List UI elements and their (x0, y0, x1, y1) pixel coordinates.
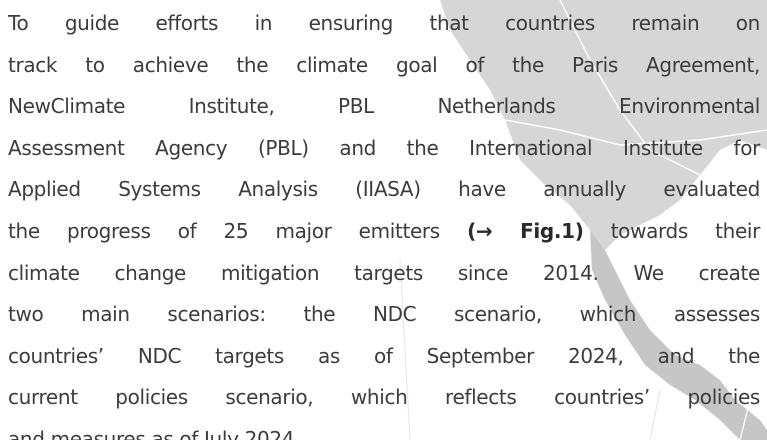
text-line: and measures as of July 2024. (8, 420, 760, 440)
text-line: Assessment Agency (PBL) and the Internat… (8, 129, 760, 171)
text: track to achieve the climate goal of the… (8, 52, 760, 77)
text: countries’ NDC targets as of September 2… (8, 343, 760, 368)
border (504, 0, 767, 176)
paragraph: To guide efforts in ensuring that countr… (8, 4, 760, 440)
text-line: two main scenarios: the NDC scenario, wh… (8, 295, 760, 337)
text: To guide efforts in ensuring that countr… (8, 11, 760, 35)
text: Assessment Agency (PBL) and the Internat… (8, 135, 760, 160)
text: and measures as of July 2024. (8, 426, 301, 440)
text-line: climate change mitigation targets since … (8, 254, 760, 296)
text: towards their (583, 218, 761, 243)
grid-line (399, 259, 661, 440)
text-line: countries’ NDC targets as of September 2… (8, 337, 760, 379)
border (664, 209, 751, 440)
figure-reference: (→ Fig.1) (467, 218, 584, 243)
text-line: the progress of 25 major emitters (→ Fig… (8, 212, 760, 254)
text-line: track to achieve the climate goal of the… (8, 46, 760, 88)
text-line: NewClimate Institute, PBL Netherlands En… (8, 87, 760, 129)
land (440, 0, 767, 250)
text: Applied Systems Analysis (IIASA) have an… (8, 177, 760, 202)
text-line: current policies scenario, which reflect… (8, 378, 760, 420)
text-line: Applied Systems Analysis (IIASA) have an… (8, 170, 760, 212)
text-line: To guide efforts in ensuring that countr… (8, 4, 760, 46)
text: climate change mitigation targets since … (8, 260, 760, 285)
text: NewClimate Institute, PBL Netherlands En… (8, 94, 760, 119)
text: two main scenarios: the NDC scenario, wh… (8, 302, 760, 327)
text: the progress of 25 major emitters (8, 218, 468, 243)
land (590, 230, 767, 440)
text: current policies scenario, which reflect… (8, 385, 760, 410)
